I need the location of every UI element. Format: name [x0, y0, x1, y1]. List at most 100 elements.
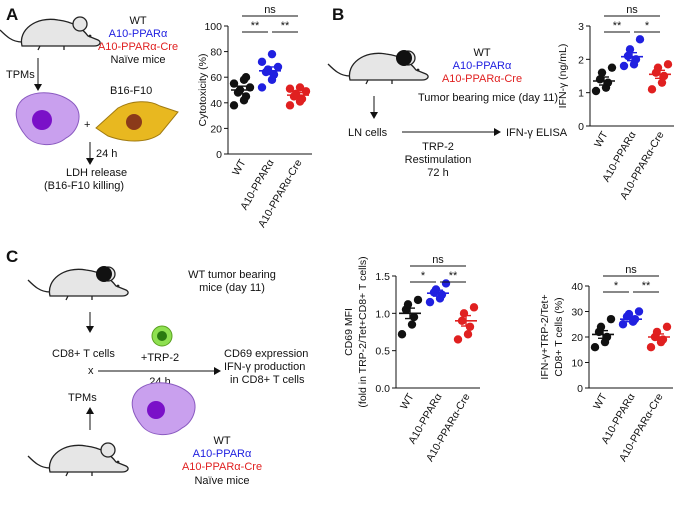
- x-tick-label: WT: [591, 391, 610, 412]
- data-point: [297, 94, 307, 104]
- y-tick-label: 0.0: [375, 383, 390, 395]
- group-ppar-label: A10-PPARα: [453, 60, 512, 72]
- nucleus-icon: [147, 401, 165, 419]
- readout-ifng-label: IFN-γ production: [224, 361, 305, 373]
- y-tick-label: 2: [578, 54, 584, 66]
- data-point: [267, 49, 277, 59]
- data-point: [590, 343, 600, 352]
- mouse-icon: [27, 442, 129, 477]
- y-tick-label: 0: [578, 121, 584, 133]
- data-point: [285, 101, 295, 110]
- y-axis-label: CD8+ T cells (%): [553, 297, 565, 376]
- data-point: [625, 45, 635, 54]
- data-point: [597, 68, 607, 77]
- y-tick-label: 60: [210, 72, 222, 84]
- y-tick-label: 40: [210, 98, 222, 110]
- time-label: 24 h: [96, 148, 117, 160]
- data-point: [662, 322, 672, 331]
- y-tick-label: 0: [577, 383, 583, 395]
- group-wt-label: WT: [129, 15, 146, 27]
- group-ppar-label: A10-PPARα: [193, 448, 252, 460]
- data-point: [397, 330, 407, 339]
- data-point: [463, 330, 473, 339]
- x-tick-label: WT: [398, 391, 417, 412]
- significance-label: **: [251, 20, 260, 32]
- y-tick-label: 20: [210, 123, 222, 135]
- data-point: [634, 307, 644, 316]
- ifng-tcells-chart: 0 10 20 30 40 IFN-γ+TRP-2/Tet+ CD8+ T cells (%…: [539, 264, 673, 464]
- mouse-icon: [27, 266, 129, 301]
- tumor-nucleus-icon: [126, 114, 142, 130]
- data-point: [229, 101, 239, 110]
- ln-cells-label: LN cells: [348, 127, 388, 139]
- y-tick-label: 100: [204, 21, 222, 33]
- significance-label: ns: [625, 264, 637, 276]
- group-cre-label: A10-PPARα-Cre: [98, 41, 178, 53]
- y-tick-label: 1.0: [375, 308, 390, 320]
- significance-label: **: [449, 270, 458, 282]
- data-point: [646, 343, 656, 352]
- data-point: [241, 73, 251, 82]
- y-axis-label: IFN-γ+TRP-2/Tet+: [539, 294, 551, 379]
- elisa-label: IFN-γ ELISA: [506, 127, 568, 139]
- y-axis-label: CD69 MFI: [343, 308, 355, 356]
- mouse-icon: [327, 50, 429, 85]
- y-tick-label: 20: [571, 332, 583, 344]
- data-point: [469, 303, 479, 312]
- y-axis-label: (fold in TRP-2/Tet+CD8+ T cells): [357, 256, 369, 407]
- y-axis-label: IFN-γ (ng/mL): [557, 44, 569, 109]
- data-point: [407, 320, 417, 329]
- significance-label: **: [613, 20, 622, 32]
- significance-label: *: [614, 280, 619, 292]
- group-wt-label: WT: [473, 47, 490, 59]
- plus-label: +: [84, 119, 90, 131]
- y-tick-label: 80: [210, 47, 222, 59]
- significance-label: ns: [432, 254, 444, 266]
- significance-label: ns: [264, 4, 276, 16]
- group-wt-label: WT: [213, 435, 230, 447]
- data-point: [635, 35, 645, 44]
- y-tick-label: 40: [571, 281, 583, 293]
- y-tick-label: 1.5: [375, 271, 390, 283]
- panel-label-b: B: [332, 5, 344, 24]
- tpms-label: TPMs: [6, 69, 35, 81]
- data-point: [619, 61, 629, 71]
- data-point: [301, 87, 311, 96]
- data-point: [257, 57, 267, 67]
- cd69-chart: 0.0 0.5 1.0 1.5 CD69 MFI (fold in TRP-2/Tet+C…: [343, 254, 480, 464]
- data-point: [596, 322, 606, 331]
- group-cre-label: A10-PPARα-Cre: [182, 461, 262, 473]
- mice-label: Naïve mice: [194, 475, 249, 487]
- data-point: [273, 62, 283, 72]
- readout-cd8-label: in CD8+ T cells: [230, 374, 305, 386]
- y-tick-label: 3: [578, 21, 584, 33]
- data-point: [257, 83, 267, 92]
- readout-sub-label: (B16-F10 killing): [44, 180, 124, 192]
- data-point: [652, 327, 662, 337]
- b16-label: B16-F10: [110, 85, 152, 97]
- data-point: [453, 335, 463, 344]
- data-point: [465, 322, 475, 331]
- readout-cd69-label: CD69 expression: [224, 348, 308, 360]
- y-tick-label: 0.5: [375, 346, 390, 358]
- data-point: [295, 83, 305, 92]
- cross-label: x: [88, 365, 94, 377]
- trp2-label: +TRP-2: [141, 352, 179, 364]
- data-point: [663, 60, 673, 69]
- x-tick-label: WT: [230, 157, 249, 178]
- mice-label: Tumor bearing mice (day 11): [418, 92, 558, 104]
- data-point: [618, 320, 628, 329]
- group-ppar-label: A10-PPARα: [109, 28, 168, 40]
- mice-top-label: WT tumor bearing: [188, 269, 276, 281]
- data-point: [285, 84, 295, 93]
- data-point: [403, 300, 413, 309]
- data-point: [647, 85, 657, 94]
- readout-label: LDH release: [66, 167, 127, 179]
- significance-label: *: [645, 20, 650, 32]
- x-tick-label: WT: [592, 129, 611, 150]
- significance-label: **: [281, 20, 290, 32]
- data-point: [441, 279, 451, 288]
